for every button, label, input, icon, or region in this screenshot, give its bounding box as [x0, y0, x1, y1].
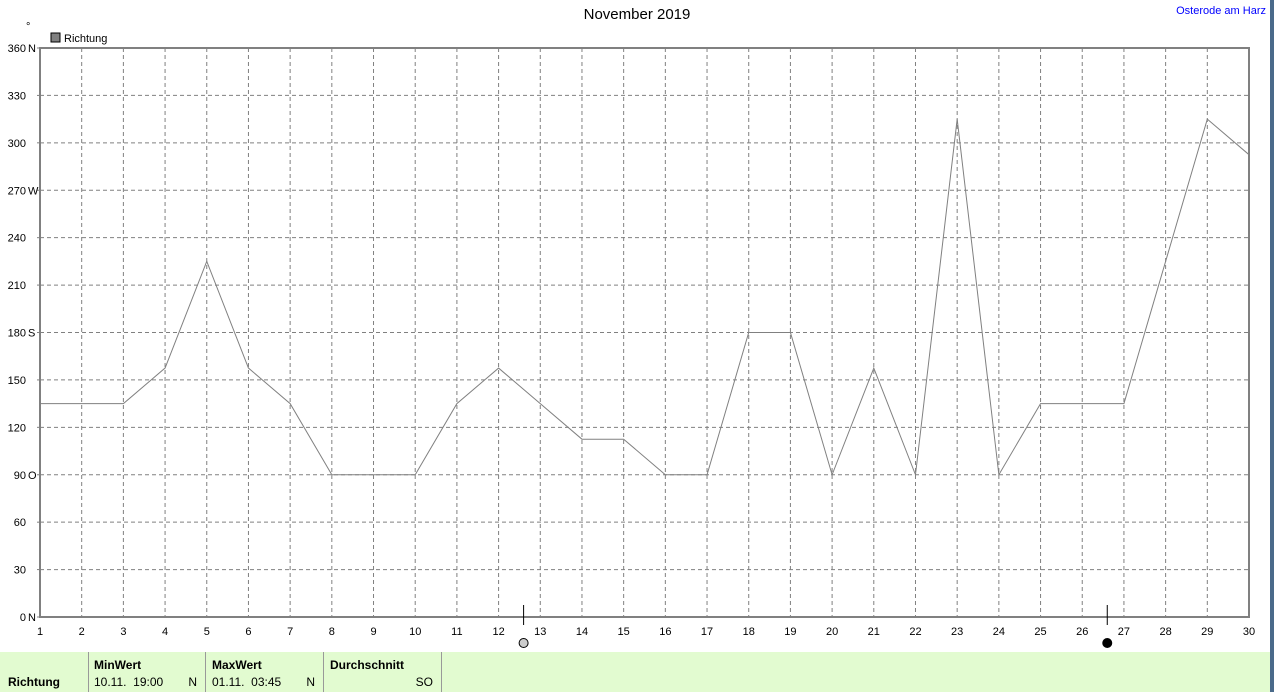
- y-tick-label: 360: [8, 43, 26, 55]
- y-tick-dir: N: [28, 43, 36, 55]
- x-tick-label: 8: [329, 626, 335, 638]
- x-tick-label: 20: [826, 626, 838, 638]
- x-tick-label: 5: [204, 626, 210, 638]
- x-tick-label: 27: [1118, 626, 1130, 638]
- y-tick-label: 330: [8, 90, 26, 102]
- x-tick-label: 21: [868, 626, 880, 638]
- max-unit: N: [306, 675, 315, 689]
- x-tick-label: 29: [1201, 626, 1213, 638]
- x-tick-label: 16: [659, 626, 671, 638]
- y-tick-dir: O: [28, 470, 37, 482]
- y-tick-label: 210: [8, 280, 26, 292]
- x-tick-label: 28: [1159, 626, 1171, 638]
- y-tick-label: 120: [8, 422, 26, 434]
- max-cell: MaxWert 01.11. 03:45 N: [206, 652, 324, 692]
- plot-frame: [39, 47, 1250, 618]
- y-tick-label: 150: [8, 375, 26, 387]
- legend-label: Richtung: [64, 33, 107, 45]
- min-cell: MinWert 10.11. 19:00 N: [88, 652, 206, 692]
- y-tick-label: 300: [8, 138, 26, 150]
- y-tick-dir: S: [28, 328, 35, 340]
- x-tick-label: 25: [1034, 626, 1046, 638]
- x-tick-label: 12: [492, 626, 504, 638]
- x-tick-label: 15: [618, 626, 630, 638]
- series-line-richtung: [40, 118, 1250, 477]
- x-tick-label: 30: [1243, 626, 1255, 638]
- avg-header: Durchschnitt: [330, 658, 405, 672]
- y-tick-label: 0: [20, 612, 26, 624]
- y-unit-label: °: [26, 21, 30, 33]
- x-tick-label: 19: [784, 626, 796, 638]
- y-tick-dir: N: [28, 612, 36, 624]
- y-tick-label: 90: [14, 470, 26, 482]
- x-tick-label: 9: [370, 626, 376, 638]
- max-value: 01.11. 03:45: [212, 675, 282, 689]
- x-tick-label: 2: [79, 626, 85, 638]
- x-tick-label: 11: [451, 626, 462, 638]
- x-tick-label: 26: [1076, 626, 1088, 638]
- min-header: MinWert: [94, 658, 142, 672]
- x-tick-label: 17: [701, 626, 713, 638]
- x-tick-label: 24: [993, 626, 1005, 638]
- row-label-cell: Richtung: [0, 652, 89, 692]
- x-tick-label: 13: [534, 626, 546, 638]
- x-tick-label: 23: [951, 626, 963, 638]
- x-tick-label: 4: [162, 626, 168, 638]
- window-edge: [1270, 0, 1274, 692]
- min-value: 10.11. 19:00: [94, 675, 164, 689]
- x-tick-label: 3: [120, 626, 126, 638]
- avg-unit: SO: [415, 675, 433, 689]
- full-moon-icon: [518, 638, 529, 648]
- x-tick-label: 7: [287, 626, 293, 638]
- min-unit: N: [188, 675, 197, 689]
- avg-cell: Durchschnitt SO: [324, 652, 442, 692]
- row-label: Richtung: [8, 675, 60, 689]
- stats-table: Richtung MinWert 10.11. 19:00 N MaxWert …: [0, 652, 1270, 692]
- x-tick-label: 22: [909, 626, 921, 638]
- y-tick-label: 240: [8, 233, 26, 245]
- x-tick-label: 1: [37, 626, 43, 638]
- y-tick-label: 60: [14, 517, 26, 529]
- chart-title: November 2019: [583, 6, 691, 23]
- y-tick-dir: W: [28, 185, 39, 197]
- y-tick-label: 270: [8, 185, 26, 197]
- x-tick-label: 10: [409, 626, 421, 638]
- x-tick-label: 18: [743, 626, 755, 638]
- x-tick-label: 14: [576, 626, 588, 638]
- location-label: Osterode am Harz: [1176, 5, 1266, 17]
- y-tick-label: 30: [14, 565, 26, 577]
- legend-swatch: [50, 32, 61, 43]
- x-tick-label: 6: [245, 626, 251, 638]
- max-header: MaxWert: [212, 658, 262, 672]
- y-tick-label: 180: [8, 328, 26, 340]
- new-moon-icon: [1102, 638, 1113, 648]
